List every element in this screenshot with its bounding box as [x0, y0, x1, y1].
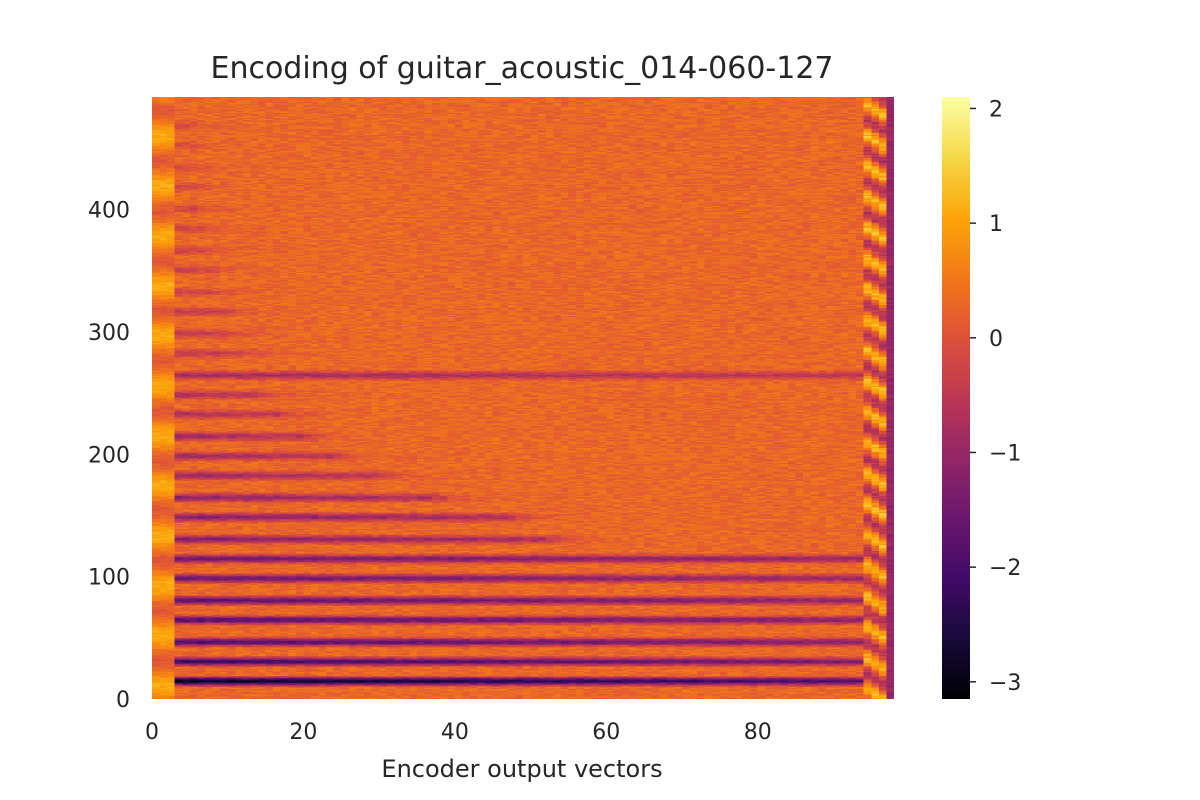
colorbar-tick-label: −3: [989, 671, 1021, 696]
y-tick-label: 300: [88, 321, 130, 346]
colorbar-tick-label: −1: [989, 441, 1021, 466]
x-tick-label: 60: [592, 720, 620, 745]
x-tick-label: 80: [744, 720, 772, 745]
chart-title: Encoding of guitar_acoustic_014-060-127: [210, 51, 833, 86]
colorbar-image: [942, 97, 970, 699]
colorbar-tick-label: −2: [989, 556, 1021, 581]
x-axis-label: Encoder output vectors: [381, 755, 662, 783]
colorbar-tick-label: 2: [989, 97, 1003, 122]
colorbar-ticks: −3 −2 −1 0 1 2: [970, 97, 1021, 696]
x-tick-label: 20: [289, 720, 317, 745]
y-tick-label: 200: [88, 443, 130, 468]
y-axis-ticks: 0 100 200 300 400: [88, 199, 130, 713]
y-tick-label: 400: [88, 199, 130, 224]
colorbar-tick-label: 1: [989, 212, 1003, 237]
x-tick-label: 0: [145, 720, 159, 745]
x-tick-label: 40: [441, 720, 469, 745]
y-tick-label: 0: [116, 688, 130, 713]
colorbar-tick-label: 0: [989, 327, 1003, 352]
heatmap-image: [152, 97, 894, 699]
y-tick-label: 100: [88, 566, 130, 591]
heatmap-plot-area: [152, 97, 894, 699]
colorbar: −3 −2 −1 0 1 2: [942, 97, 1021, 699]
x-axis-ticks: 0 20 40 60 80: [145, 720, 772, 745]
